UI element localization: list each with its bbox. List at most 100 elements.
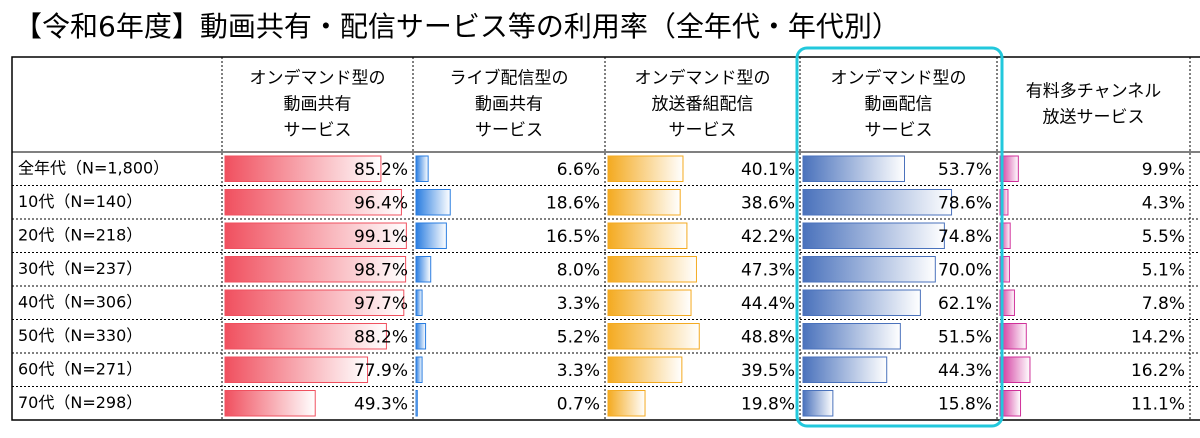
- row-label: 30代（N=237）: [18, 259, 142, 278]
- column-header: 動画配信: [865, 95, 933, 115]
- value-label: 7.8%: [1142, 294, 1185, 314]
- table-border: [11, 56, 1200, 421]
- value-label: 5.1%: [1142, 260, 1185, 280]
- data-bar: [415, 189, 451, 216]
- column-header: 放送サービス: [1043, 108, 1145, 128]
- value-label: 0.7%: [557, 394, 600, 414]
- value-label: 44.4%: [741, 294, 795, 314]
- value-label: 4.3%: [1142, 193, 1185, 213]
- value-label: 42.2%: [741, 227, 795, 247]
- value-label: 11.1%: [1131, 394, 1185, 414]
- column-header: サービス: [475, 121, 543, 141]
- data-bar: [224, 356, 369, 383]
- row-label: 全年代（N=1,800）: [18, 158, 169, 177]
- row-label: 70代（N=298）: [18, 393, 142, 412]
- highlight-frame: [795, 46, 1004, 428]
- value-label: 51.5%: [938, 327, 992, 347]
- data-bar: [224, 256, 407, 283]
- row-label: 40代（N=306）: [18, 292, 142, 311]
- data-bar: [415, 356, 423, 383]
- data-bar: [802, 289, 921, 316]
- column-header: 動画共有: [475, 95, 543, 115]
- data-bar: [607, 222, 688, 249]
- value-label: 18.6%: [546, 193, 600, 213]
- value-label: 62.1%: [938, 294, 992, 314]
- row-label: 50代（N=330）: [18, 326, 142, 345]
- data-bar: [415, 155, 429, 182]
- value-label: 47.3%: [741, 260, 795, 280]
- data-bar: [415, 289, 423, 316]
- value-label: 19.8%: [741, 394, 795, 414]
- value-label: 40.1%: [741, 160, 795, 180]
- value-label: 88.2%: [354, 327, 408, 347]
- column-header: ライブ配信型の: [450, 68, 569, 89]
- data-bar: [224, 189, 402, 216]
- title: 【令和6年度】動画共有・配信サービス等の利用率（全年代・年代別）: [14, 10, 900, 43]
- value-label: 6.6%: [557, 160, 600, 180]
- column-header: オンデマンド型の: [831, 68, 967, 89]
- data-bar: [999, 256, 1010, 283]
- value-label: 44.3%: [938, 361, 992, 381]
- data-bar: [607, 289, 692, 316]
- data-bar: [415, 390, 418, 417]
- data-bar: [802, 390, 834, 417]
- value-label: 70.0%: [938, 260, 992, 280]
- data-bar: [802, 356, 888, 383]
- value-label: 53.7%: [938, 160, 992, 180]
- value-label: 48.8%: [741, 327, 795, 347]
- data-bar: [607, 356, 683, 383]
- column-header: 動画共有: [284, 95, 352, 115]
- row-label: 10代（N=140）: [18, 192, 142, 211]
- column-header: 放送番組配信: [652, 95, 754, 115]
- data-bar: [802, 222, 945, 249]
- value-label: 38.6%: [741, 193, 795, 213]
- column-header: サービス: [284, 121, 352, 141]
- value-label: 8.0%: [557, 260, 600, 280]
- value-label: 78.6%: [938, 193, 992, 213]
- data-bar: [415, 256, 432, 283]
- data-bar: [415, 323, 427, 350]
- value-label: 96.4%: [354, 193, 408, 213]
- value-label: 97.7%: [354, 294, 408, 314]
- data-bar: [415, 222, 447, 249]
- value-label: 15.8%: [938, 394, 992, 414]
- data-bar: [802, 189, 953, 216]
- value-label: 99.1%: [354, 227, 408, 247]
- data-bar: [607, 390, 646, 417]
- value-label: 49.3%: [354, 394, 408, 414]
- column-header: サービス: [865, 121, 933, 141]
- value-label: 39.5%: [741, 361, 795, 381]
- data-bar: [607, 155, 684, 182]
- data-bar: [999, 222, 1011, 249]
- value-label: 9.9%: [1142, 160, 1185, 180]
- value-label: 77.9%: [354, 361, 408, 381]
- data-bar: [802, 256, 936, 283]
- data-bar: [224, 323, 387, 350]
- row-label: 60代（N=271）: [18, 359, 142, 378]
- data-bar: [224, 390, 316, 417]
- data-bar: [224, 289, 405, 316]
- value-label: 5.5%: [1142, 227, 1185, 247]
- value-label: 14.2%: [1131, 327, 1185, 347]
- value-label: 16.5%: [546, 227, 600, 247]
- column-header: オンデマンド型の: [250, 68, 386, 89]
- data-bar: [802, 155, 905, 182]
- data-bar: [607, 256, 697, 283]
- data-bar: [999, 356, 1031, 383]
- value-label: 3.3%: [557, 361, 600, 381]
- value-label: 16.2%: [1131, 361, 1185, 381]
- column-header: オンデマンド型の: [635, 68, 771, 89]
- data-bar: [999, 155, 1019, 182]
- value-label: 5.2%: [557, 327, 600, 347]
- column-header: サービス: [669, 121, 737, 141]
- data-bar: [607, 323, 700, 350]
- value-label: 3.3%: [557, 294, 600, 314]
- row-label: 20代（N=218）: [18, 225, 142, 244]
- data-bar: [224, 155, 382, 182]
- data-bar: [802, 323, 901, 350]
- data-bar: [224, 222, 407, 249]
- data-bar: [607, 189, 681, 216]
- data-bar: [999, 189, 1009, 216]
